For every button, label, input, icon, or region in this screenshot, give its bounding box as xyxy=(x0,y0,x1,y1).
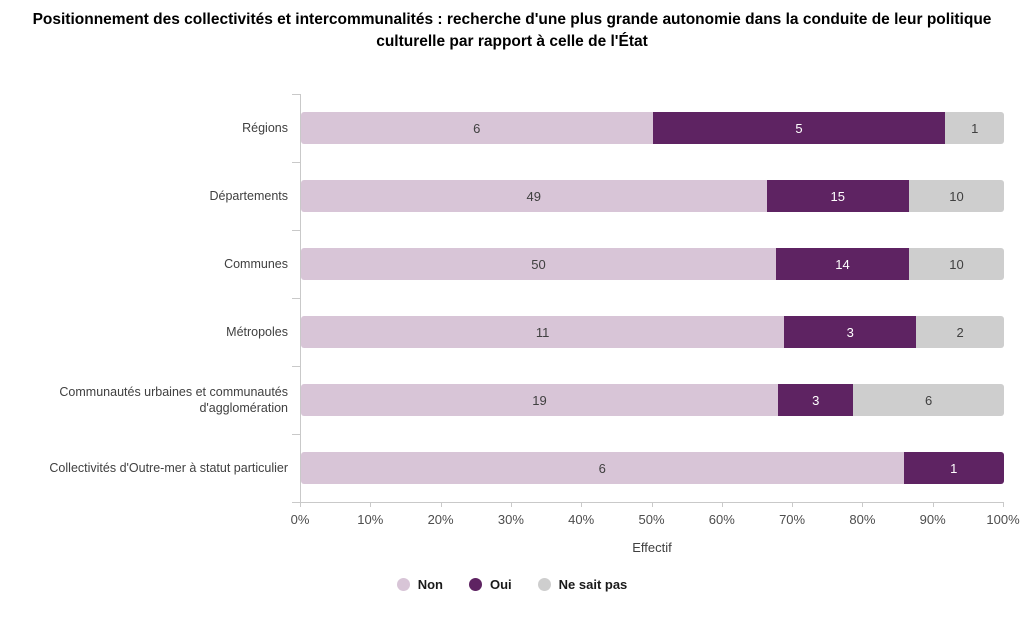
bar-segment-d-partements-non: 49 xyxy=(301,180,767,212)
x-tick-label-50: 50% xyxy=(638,512,665,527)
bar-segment-collectivit-s-d-outre-mer-statut-particulier-non: 6 xyxy=(301,452,904,484)
legend-label-non: Non xyxy=(417,576,443,592)
bar-segment-communaut-s-urbaines-et-communaut-s-d-agglom-ration-oui: 3 xyxy=(778,384,854,416)
x-axis-label: Effectif xyxy=(632,540,672,555)
y-axis-tick xyxy=(292,94,300,95)
category-label-collectivit-s-d-outre-mer-statut-particulier: Collectivités d'Outre-mer à statut parti… xyxy=(49,461,288,475)
bar-segment-communes-non: 50 xyxy=(301,248,776,280)
x-axis-tick xyxy=(862,502,864,507)
bar-row-communaut-s-urbaines-et-communaut-s-d-agglom-ration: 19 3 6 xyxy=(301,384,1004,416)
category-label-communaut-s-urbaines-et-communaut-s-d-agglom-ration: Communautés urbaines et communautés d'ag… xyxy=(59,385,288,415)
x-axis-tick xyxy=(581,502,583,507)
x-axis-tick xyxy=(792,502,794,507)
y-axis-tick xyxy=(292,434,300,435)
x-axis-tick xyxy=(651,502,653,507)
bar-segment-communaut-s-urbaines-et-communaut-s-d-agglom-ration-non: 19 xyxy=(301,384,779,416)
x-tick-label-60: 60% xyxy=(708,512,735,527)
x-axis-tick xyxy=(932,502,934,507)
legend-swatch-non xyxy=(396,577,410,591)
plot-area: 6 5 1 49 15 10 50 14 10 11 3 2 19 3 6 6 1 xyxy=(300,94,1004,502)
y-axis-tick xyxy=(292,366,300,367)
bar-segment-communes-oui: 14 xyxy=(776,248,909,280)
bar-row-d-partements: 49 15 10 xyxy=(301,180,1004,212)
x-tick-label-10: 10% xyxy=(357,512,384,527)
category-label-r-gions: Régions xyxy=(242,121,288,135)
bar-segment-r-gions-non: 6 xyxy=(301,112,653,144)
y-axis-line xyxy=(300,94,301,502)
chart-title: Positionnement des collectivités et inte… xyxy=(32,11,992,50)
x-axis-tick xyxy=(300,502,301,507)
legend: Non Oui Ne sait pas xyxy=(0,575,1024,593)
x-tick-label-90: 90% xyxy=(919,512,946,527)
legend-label-ne-sait-pas: Ne sait pas xyxy=(558,576,628,592)
bar-segment-m-tropoles-ne-sait-pas: 2 xyxy=(916,316,1004,348)
x-tick-label-0: 0% xyxy=(290,512,310,527)
y-axis-tick xyxy=(292,162,300,163)
category-label-m-tropoles: Métropoles xyxy=(226,325,288,339)
bar-segment-r-gions-ne-sait-pas: 1 xyxy=(945,112,1004,144)
x-tick-label-100: 100% xyxy=(986,512,1020,527)
bar-row-communes: 50 14 10 xyxy=(301,248,1004,280)
legend-swatch-ne-sait-pas xyxy=(537,577,551,591)
y-axis-tick xyxy=(292,230,300,231)
bar-segment-collectivit-s-d-outre-mer-statut-particulier-oui: 1 xyxy=(903,452,1004,484)
bar-segment-m-tropoles-oui: 3 xyxy=(784,316,917,348)
bar-segment-communaut-s-urbaines-et-communaut-s-d-agglom-ration-ne-sait-pas: 6 xyxy=(853,384,1004,416)
bar-segment-d-partements-ne-sait-pas: 10 xyxy=(908,180,1004,212)
bar-segment-r-gions-oui: 5 xyxy=(652,112,946,144)
x-axis-tick xyxy=(440,502,442,507)
x-tick-label-70: 70% xyxy=(779,512,806,527)
x-axis-tick xyxy=(721,502,723,507)
bar-segment-d-partements-oui: 15 xyxy=(766,180,909,212)
x-tick-label-30: 30% xyxy=(497,512,524,527)
bar-row-m-tropoles: 11 3 2 xyxy=(301,316,1004,348)
legend-item-ne-sait-pas: Ne sait pas xyxy=(537,576,628,592)
x-axis-tick xyxy=(370,502,372,507)
legend-swatch-oui xyxy=(468,577,482,591)
legend-item-oui: Oui xyxy=(468,576,512,592)
x-tick-label-40: 40% xyxy=(568,512,595,527)
bar-segment-communes-ne-sait-pas: 10 xyxy=(909,248,1004,280)
legend-label-oui: Oui xyxy=(489,576,512,592)
x-tick-label-20: 20% xyxy=(427,512,454,527)
bar-segment-m-tropoles-non: 11 xyxy=(301,316,785,348)
category-label-communes: Communes xyxy=(224,257,288,271)
y-axis-tick xyxy=(292,298,300,299)
x-tick-label-80: 80% xyxy=(849,512,876,527)
y-axis-tick xyxy=(292,502,300,503)
category-label-d-partements: Départements xyxy=(209,189,288,203)
x-axis-tick xyxy=(510,502,512,507)
x-axis-tick xyxy=(1003,502,1004,507)
legend-item-non: Non xyxy=(396,576,443,592)
